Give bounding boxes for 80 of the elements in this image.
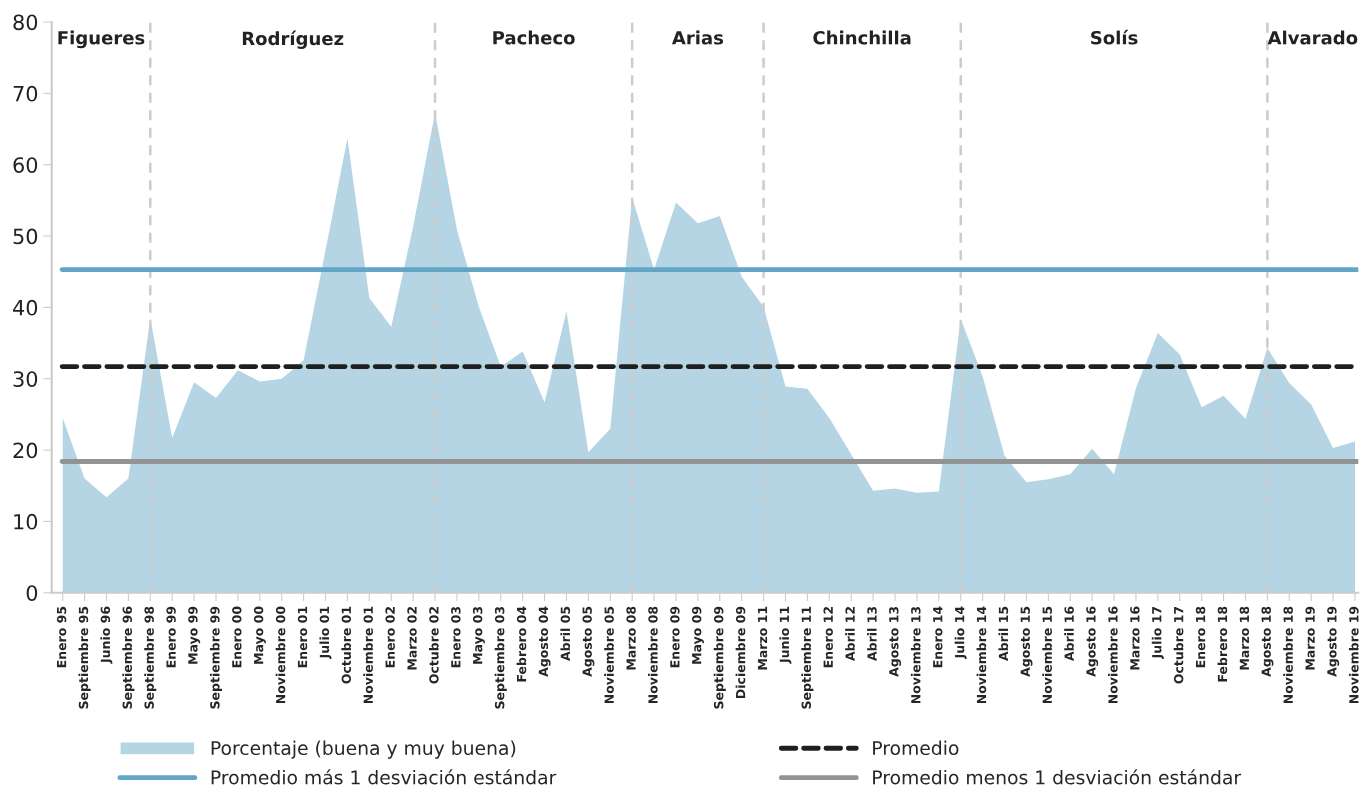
y-tick-label: 30 bbox=[13, 371, 38, 387]
x-tick-label: Febrero 18 bbox=[1217, 606, 1228, 682]
x-tick-label: Enero 14 bbox=[933, 606, 943, 668]
y-tick-label: 40 bbox=[13, 299, 38, 316]
y-tick-label: 10 bbox=[14, 513, 38, 530]
y-tick-label: 80 bbox=[13, 14, 38, 31]
x-tick-label: Noviembre 00 bbox=[275, 606, 286, 704]
y-tick-label: 60 bbox=[13, 157, 38, 173]
x-tick-label: Febrero 04 bbox=[516, 606, 527, 682]
x-tick-label: Abril 16 bbox=[1064, 606, 1074, 661]
y-tick-label: 0 bbox=[26, 585, 38, 601]
x-tick-label: Diciembre 09 bbox=[735, 606, 746, 698]
x-tick-label: Julio 14 bbox=[954, 606, 967, 660]
x-tick-label: Enero 95 bbox=[56, 606, 67, 668]
x-tick-label: Enero 01 bbox=[297, 606, 308, 668]
x-tick-label: Septiembre 96 bbox=[122, 606, 135, 709]
y-tick-label: 20 bbox=[13, 442, 38, 459]
annotation: Alvarado bbox=[1267, 30, 1358, 45]
x-tick-label: Noviembre 01 bbox=[363, 606, 373, 704]
x-tick-label: Agosto 04 bbox=[538, 606, 551, 677]
annotation: Rodríguez bbox=[242, 30, 344, 49]
annotation: Arias bbox=[671, 30, 724, 45]
x-tick-label: Noviembre 16 bbox=[1108, 606, 1118, 704]
x-tick-label: Abril 12 bbox=[845, 607, 855, 661]
x-tick-label: Mayo 03 bbox=[472, 606, 485, 664]
x-tick-label: Marzo 18 bbox=[1239, 606, 1250, 670]
x-tick-label: Enero 12 bbox=[823, 607, 833, 668]
x-tick-label: Julio 17 bbox=[1151, 606, 1164, 660]
y-tick-label: 50 bbox=[13, 228, 38, 245]
legend-label: Promedio menos 1 desviación estándar bbox=[873, 769, 1242, 785]
x-tick-label: Enero 03 bbox=[451, 606, 461, 668]
x-tick-label: Marzo 16 bbox=[1130, 606, 1140, 670]
x-tick-label: Noviembre 19 bbox=[1348, 606, 1359, 704]
x-tick-label: Abril 15 bbox=[998, 606, 1009, 661]
x-tick-label: Noviembre 05 bbox=[604, 606, 614, 704]
legend-label: Promedio bbox=[873, 740, 959, 756]
annotation: Solís bbox=[1091, 29, 1138, 45]
x-tick-label: Agosto 16 bbox=[1086, 606, 1099, 677]
x-tick-label: Agosto 19 bbox=[1327, 606, 1340, 677]
x-tick-label: Enero 99 bbox=[166, 606, 176, 668]
x-tick-label: Julio 01 bbox=[319, 606, 332, 660]
x-tick-label: Enero 02 bbox=[385, 607, 395, 668]
x-tick-label: Mayo 09 bbox=[691, 606, 704, 664]
x-tick-label: Agosto 13 bbox=[889, 606, 902, 677]
x-tick-label: Septiembre 11 bbox=[801, 606, 814, 709]
x-tick-label: Agosto 05 bbox=[582, 606, 595, 677]
x-tick-label: Octubre 01 bbox=[341, 606, 352, 684]
x-tick-label: Abril 05 bbox=[560, 606, 571, 661]
x-tick-label: Noviembre 15 bbox=[1042, 606, 1052, 704]
x-tick-label: Noviembre 14 bbox=[976, 606, 987, 704]
x-tick-label: Septiembre 98 bbox=[144, 606, 157, 709]
annotation: Figueres bbox=[58, 30, 145, 49]
x-tick-label: Marzo 11 bbox=[757, 606, 768, 670]
annotation: Chinchilla bbox=[813, 30, 911, 45]
x-tick-label: Junio 96 bbox=[100, 606, 113, 664]
x-tick-label: Septiembre 09 bbox=[713, 606, 726, 709]
x-tick-label: Marzo 19 bbox=[1305, 606, 1315, 670]
legend-label: Porcentaje (buena y muy buena) bbox=[211, 740, 516, 759]
x-tick-label: Marzo 02 bbox=[407, 607, 417, 670]
x-tick-label: Mayo 00 bbox=[253, 606, 266, 664]
x-tick-label: Agosto 15 bbox=[1020, 606, 1033, 677]
x-tick-label: Septiembre 95 bbox=[78, 606, 91, 709]
annotation: Pacheco bbox=[493, 30, 575, 45]
legend-label: Promedio más 1 desviación estándar bbox=[211, 769, 557, 785]
x-tick-label: Abril 13 bbox=[867, 606, 877, 661]
x-tick-label: Septiembre 03 bbox=[494, 606, 507, 709]
y-tick-label: 70 bbox=[13, 85, 38, 102]
x-tick-label: Agosto 18 bbox=[1261, 606, 1274, 677]
x-tick-label: Octubre 17 bbox=[1173, 606, 1184, 684]
x-tick-label: Noviembre 08 bbox=[648, 606, 658, 704]
x-tick-label: Noviembre 13 bbox=[910, 606, 921, 704]
x-tick-label: Enero 18 bbox=[1195, 606, 1206, 668]
x-tick-label: Octubre 02 bbox=[428, 607, 439, 684]
x-tick-label: Noviembre 18 bbox=[1283, 606, 1293, 704]
x-tick-label: Septiembre 99 bbox=[209, 606, 223, 709]
x-tick-label: Marzo 08 bbox=[626, 606, 636, 670]
x-tick-label: Junio 11 bbox=[779, 606, 792, 664]
x-tick-label: Enero 00 bbox=[232, 606, 242, 668]
x-tick-label: Enero 09 bbox=[670, 606, 680, 668]
x-tick-label: Mayo 99 bbox=[188, 606, 201, 664]
